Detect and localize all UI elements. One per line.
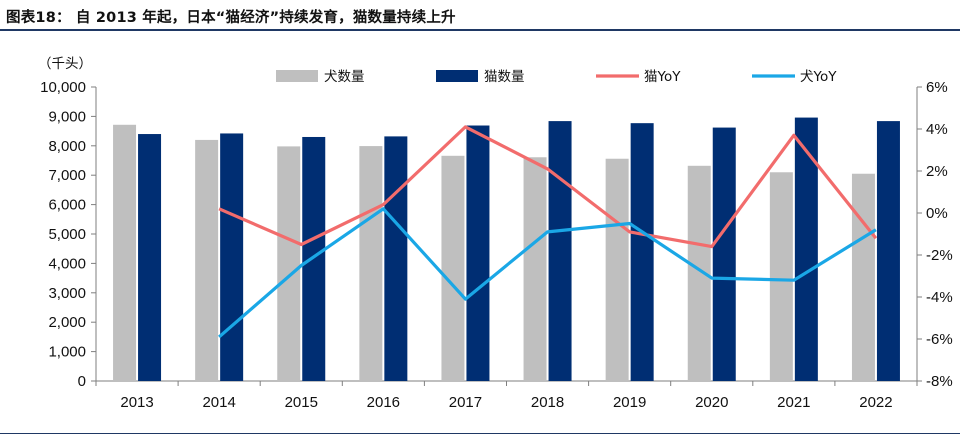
right-tick-label: -4% — [926, 289, 953, 306]
cat-count-bar — [138, 134, 162, 381]
dog-count-bar — [687, 165, 711, 381]
left-tick-label: 1,000 — [48, 344, 86, 361]
left-tick-label: 0 — [78, 373, 86, 390]
right-tick-label: 4% — [926, 121, 948, 138]
x-tick-label: 2018 — [531, 394, 564, 411]
legend-dog-yoy-label: 犬YoY — [800, 69, 837, 85]
left-tick-label: 6,000 — [48, 197, 86, 214]
cat-count-bar — [794, 117, 818, 382]
x-tick-label: 2017 — [449, 394, 482, 411]
cat-count-bar — [220, 133, 244, 381]
left-tick-label: 10,000 — [40, 79, 86, 96]
dog-count-bar — [441, 155, 465, 381]
cat-count-bar — [302, 136, 326, 381]
cat-count-bar — [876, 121, 900, 381]
dog-count-bar — [113, 124, 137, 382]
cat-count-bar — [548, 121, 572, 381]
x-tick-label: 2016 — [367, 394, 400, 411]
x-tick-label: 2020 — [695, 394, 728, 411]
x-tick-label: 2013 — [120, 394, 153, 411]
legend-cat-count-swatch — [436, 70, 478, 82]
left-tick-label: 5,000 — [48, 226, 86, 243]
x-tick-label: 2014 — [202, 394, 235, 411]
bottom-rule — [0, 433, 960, 434]
cat-yoy-line — [218, 125, 878, 249]
dog-count-bar — [851, 173, 875, 381]
cat-count-bar — [384, 136, 408, 381]
figure-title: 图表18： 自 2013 年起，日本“猫经济”持续发育，猫数量持续上升 — [6, 10, 456, 26]
left-tick-label: 2,000 — [48, 314, 86, 331]
dog-count-bar — [769, 172, 793, 381]
dog-count-bar — [195, 139, 219, 381]
left-tick-label: 7,000 — [48, 167, 86, 184]
left-tick-label: 3,000 — [48, 285, 86, 302]
legend-cat-count-label: 猫数量 — [484, 69, 525, 85]
title-rule — [0, 29, 960, 31]
dog-yoy-line — [218, 207, 877, 339]
x-tick-label: 2021 — [777, 394, 810, 411]
dog-count-bar — [523, 157, 547, 381]
right-tick-label: 2% — [926, 163, 948, 180]
left-axis-unit: （千头） — [38, 56, 92, 72]
right-tick-label: -2% — [926, 247, 953, 264]
right-tick-label: -6% — [926, 331, 953, 348]
x-tick-label: 2019 — [613, 394, 646, 411]
x-tick-label: 2015 — [285, 394, 318, 411]
right-tick-label: -8% — [926, 373, 953, 390]
dog-count-bar — [359, 146, 383, 381]
cat-count-bar — [630, 123, 654, 382]
cat-count-bar — [712, 127, 736, 382]
right-tick-label: 0% — [926, 205, 948, 222]
left-tick-label: 8,000 — [48, 138, 86, 155]
x-tick-label: 2022 — [859, 394, 892, 411]
left-tick-label: 4,000 — [48, 255, 86, 272]
left-tick-label: 9,000 — [48, 108, 86, 125]
dog-count-bar — [605, 158, 629, 381]
dog-count-bar — [277, 146, 301, 381]
legend-cat-yoy-label: 猫YoY — [644, 69, 681, 85]
legend-dog-count-label: 犬数量 — [324, 69, 365, 85]
legend-dog-count-swatch — [276, 70, 318, 82]
right-tick-label: 6% — [926, 79, 948, 96]
cat-count-bar — [466, 125, 490, 381]
